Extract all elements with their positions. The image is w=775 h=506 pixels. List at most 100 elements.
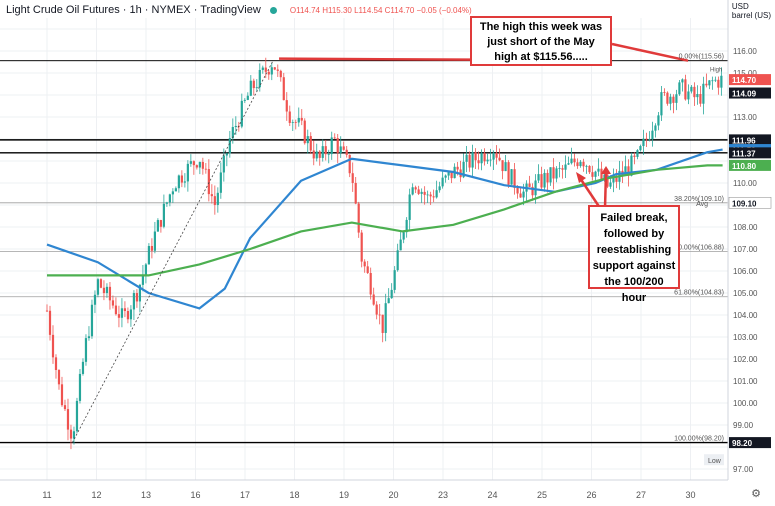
candle-body (78, 373, 82, 401)
candle-body (396, 250, 399, 271)
candle-body (603, 174, 606, 180)
arrowhead-break-2 (601, 166, 611, 174)
candle-body (501, 160, 504, 172)
price-tag-text: 114.09 (732, 90, 757, 99)
candle-body (519, 193, 522, 198)
candle-body (663, 92, 666, 93)
candle-body (81, 361, 85, 374)
price-tag-text: 114.70 (732, 76, 757, 85)
candles-group (45, 57, 723, 450)
candle-body (60, 384, 64, 406)
candle-body (105, 286, 109, 294)
ma100-line (46, 148, 723, 310)
candle-body (288, 111, 291, 123)
candle-body (114, 305, 118, 315)
candle-body (495, 153, 498, 158)
candle-body (543, 172, 546, 188)
candle-body (438, 186, 441, 191)
chart-header: Light Crude Oil Futures · 1h · NYMEX · T… (6, 4, 472, 16)
candle-body (96, 279, 100, 295)
candle-body (249, 80, 252, 96)
candle-body (420, 191, 423, 194)
candle-body (405, 219, 408, 233)
settings-gear-icon[interactable]: ⚙ (751, 488, 761, 500)
price-tag (729, 147, 771, 159)
price-axis-tick: 106.00 (733, 267, 758, 276)
candle-body (192, 161, 195, 166)
candle-body (570, 158, 573, 164)
symbol-title[interactable]: Light Crude Oil Futures (6, 4, 120, 16)
candle-body (156, 220, 159, 232)
candle-body (471, 152, 474, 168)
candle-body (549, 167, 552, 183)
price-tag (729, 134, 771, 146)
candle-body (264, 67, 267, 72)
candle-body (126, 311, 130, 320)
candle-body (327, 154, 330, 155)
candle-body (336, 138, 339, 153)
callout-may-high-text: The high this week was just short of the… (479, 21, 603, 63)
price-axis-tick: 104.00 (733, 311, 758, 320)
candle-body (702, 83, 705, 104)
price-axis-tick: 105.00 (733, 289, 758, 298)
candle-body (555, 168, 558, 179)
candle-body (294, 122, 297, 123)
fib-level-label: 38.20%(109.10) (674, 196, 724, 203)
candle-body (132, 293, 136, 310)
time-axis-tick: 24 (487, 490, 497, 500)
price-axis-tick: 99.00 (733, 421, 754, 430)
candle-body (279, 70, 282, 78)
currency-label: USD (731, 2, 749, 11)
candle-body (318, 151, 321, 158)
candle-body (522, 191, 525, 198)
candle-body (558, 168, 561, 170)
candle-body (681, 79, 684, 83)
price-tag (729, 74, 771, 86)
candle-body (546, 172, 549, 183)
candle-body (588, 165, 591, 173)
candle-body (429, 194, 432, 197)
candle-body (531, 186, 534, 196)
candle-body (207, 169, 210, 195)
interval-label[interactable]: 1h (129, 4, 142, 16)
candle-body (222, 155, 225, 173)
price-axis-header: USD barrel (US) (732, 2, 771, 20)
time-axis-tick: 25 (537, 490, 547, 500)
candle-body (75, 400, 79, 432)
price-tag (729, 159, 771, 171)
candle-body (642, 138, 645, 147)
candle-body (678, 82, 681, 95)
candle-body (510, 169, 513, 185)
candle-body (345, 149, 348, 155)
candle-body (474, 152, 477, 161)
price-axis-tick: 107.00 (733, 245, 758, 254)
price-tag-text: 110.80 (732, 162, 757, 171)
candle-body (654, 125, 657, 131)
candle-body (351, 173, 354, 183)
candle-body (165, 202, 168, 204)
candle-body (441, 177, 444, 187)
avg-label: Avg (696, 201, 708, 208)
candle-body (447, 171, 450, 176)
candle-body (300, 117, 303, 121)
price-tag-text: 109.10 (732, 199, 757, 208)
candle-body (408, 194, 411, 220)
candle-body (267, 71, 270, 75)
candle-body (366, 266, 369, 273)
candle-body (204, 168, 207, 170)
time-axis-tick: 16 (190, 490, 200, 500)
fib-level-label: 61.80%(104.83) (674, 290, 724, 297)
arrow-to-week-high (611, 42, 689, 62)
candle-body (636, 150, 639, 157)
candle-body (627, 166, 630, 176)
candle-body (54, 357, 58, 370)
unit-label[interactable]: barrel (US) (731, 11, 771, 20)
candle-body (357, 203, 360, 233)
time-axis-tick: 19 (339, 490, 349, 500)
candle-body (252, 80, 255, 89)
candle-body (660, 92, 663, 116)
candle-body (66, 409, 70, 430)
price-axis-tick: 97.00 (733, 465, 754, 474)
exchange-label: NYMEX (151, 4, 191, 16)
